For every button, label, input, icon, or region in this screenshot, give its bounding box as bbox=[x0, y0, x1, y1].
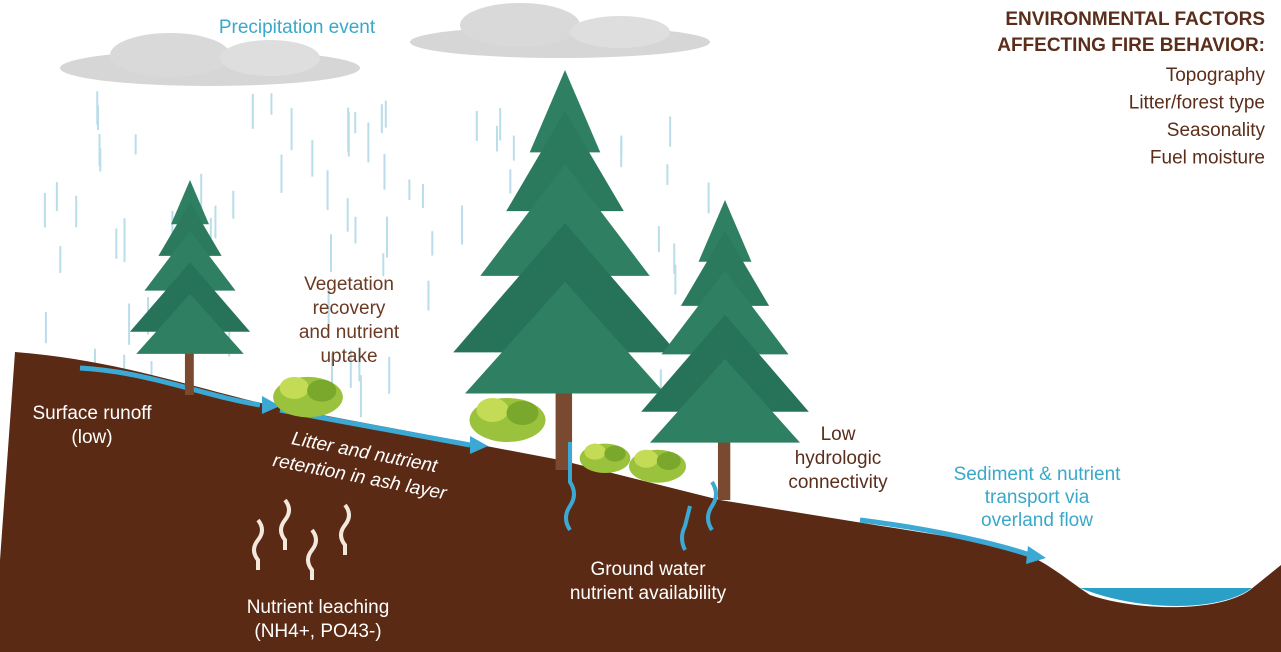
tree bbox=[130, 180, 250, 395]
factors-title: ENVIRONMENTAL FACTORS bbox=[1005, 9, 1265, 30]
leaching-label: (NH4+, PO43-) bbox=[254, 621, 381, 642]
factor-item: Litter/forest type bbox=[1129, 93, 1265, 114]
factor-item: Topography bbox=[1166, 65, 1266, 86]
vegetation-label: uptake bbox=[320, 346, 377, 367]
precipitation-label: Precipitation event bbox=[219, 17, 376, 38]
leaching-label: Nutrient leaching bbox=[247, 597, 390, 618]
shrub bbox=[629, 450, 686, 483]
shrub bbox=[273, 377, 343, 417]
sediment-label: transport via bbox=[985, 487, 1090, 508]
runoff-label: (low) bbox=[71, 427, 112, 448]
vegetation-label: recovery bbox=[313, 298, 386, 319]
vegetation-label: and nutrient bbox=[299, 322, 400, 343]
clouds bbox=[60, 3, 710, 86]
groundwater-label: nutrient availability bbox=[570, 583, 727, 604]
connectivity-label: connectivity bbox=[788, 472, 888, 493]
sediment-label: Sediment & nutrient bbox=[954, 464, 1122, 485]
diagram: Precipitation event ENVIRONMENTAL FACTORS… bbox=[0, 0, 1281, 652]
connectivity-label: hydrologic bbox=[795, 448, 882, 469]
groundwater-label: Ground water bbox=[590, 559, 706, 580]
connectivity-label: Low bbox=[821, 424, 856, 445]
shrub bbox=[580, 444, 631, 473]
factor-item: Fuel moisture bbox=[1150, 148, 1265, 169]
factors-title: AFFECTING FIRE BEHAVIOR: bbox=[997, 35, 1265, 56]
runoff-label: Surface runoff bbox=[32, 403, 152, 424]
shrub bbox=[470, 398, 546, 442]
sediment-label: overland flow bbox=[981, 510, 1093, 531]
factor-item: Seasonality bbox=[1167, 120, 1266, 141]
vegetation-label: Vegetation bbox=[304, 274, 394, 295]
